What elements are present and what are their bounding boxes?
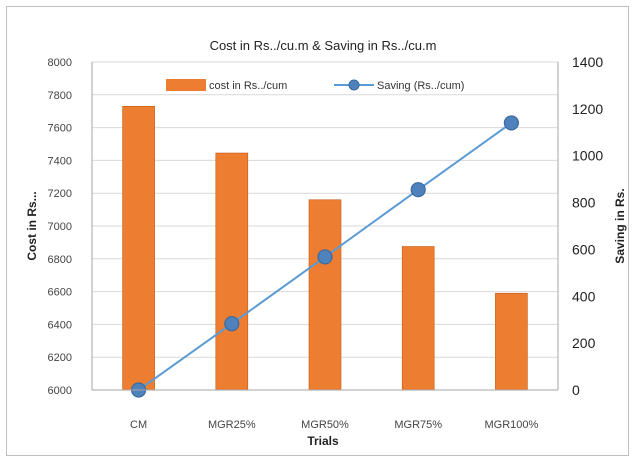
saving-point <box>317 249 333 265</box>
legend: cost in Rs../cum Saving (Rs../cum) <box>166 79 464 92</box>
y-tick-label: 6200 <box>48 352 72 364</box>
bar <box>308 199 342 391</box>
y2-tick-label: 400 <box>572 288 596 304</box>
chart-title: Cost in Rs../cu.m & Saving in Rs../cu.m <box>210 38 437 53</box>
legend-swatch-cost <box>166 79 206 91</box>
y-tick-label: 8000 <box>48 57 72 69</box>
bar <box>215 152 249 391</box>
saving-point <box>503 115 519 131</box>
y-tick-label: 7000 <box>48 221 72 233</box>
y-tick-label: 7200 <box>48 188 72 200</box>
y2-tick-label: 600 <box>572 241 596 257</box>
y-tick-label: 7800 <box>48 90 72 102</box>
category-label: MGR100% <box>485 419 539 431</box>
axes <box>91 62 559 391</box>
y-tick-label: 7600 <box>48 123 72 135</box>
bar <box>401 246 435 391</box>
y-tick-label: 7400 <box>48 155 72 167</box>
legend-marker-saving <box>348 79 360 91</box>
y2-tick-label: 800 <box>572 195 596 211</box>
y2-tick-label: 0 <box>572 382 580 398</box>
y-tick-label: 6600 <box>48 287 72 299</box>
left-axis-ticks: 6000 6200 6400 6600 6800 7000 7200 7400 7600 7800… <box>48 57 72 397</box>
category-label: MGR75% <box>394 419 442 431</box>
y-tick-label: 6800 <box>48 254 72 266</box>
y2-tick-label: 1000 <box>572 148 603 164</box>
bar-series <box>122 105 528 391</box>
bar <box>495 292 528 391</box>
y-tick-label: 6400 <box>48 319 72 331</box>
category-label: CM <box>130 419 147 431</box>
y2-axis-label: Saving in Rs. <box>613 188 627 263</box>
saving-point <box>410 182 426 198</box>
legend-label-saving: Saving (Rs../cum) <box>377 80 464 92</box>
x-axis-label: Trials <box>307 434 339 448</box>
category-label: MGR25% <box>208 419 256 431</box>
legend-label-cost: cost in Rs../cum <box>209 80 287 92</box>
saving-point <box>224 316 240 332</box>
right-axis-ticks: 0 200 400 600 800 1000 1200 1400 <box>572 54 603 398</box>
y2-tick-label: 200 <box>572 335 596 351</box>
bar <box>122 105 155 391</box>
y-axis-label: Cost in Rs... <box>25 191 39 260</box>
category-labels: CM MGR25% MGR50% MGR75% MGR100% <box>130 419 538 431</box>
category-label: MGR50% <box>301 419 349 431</box>
y2-tick-label: 1400 <box>572 54 603 70</box>
y2-tick-label: 1200 <box>572 101 603 117</box>
y-tick-label: 6000 <box>48 385 72 397</box>
